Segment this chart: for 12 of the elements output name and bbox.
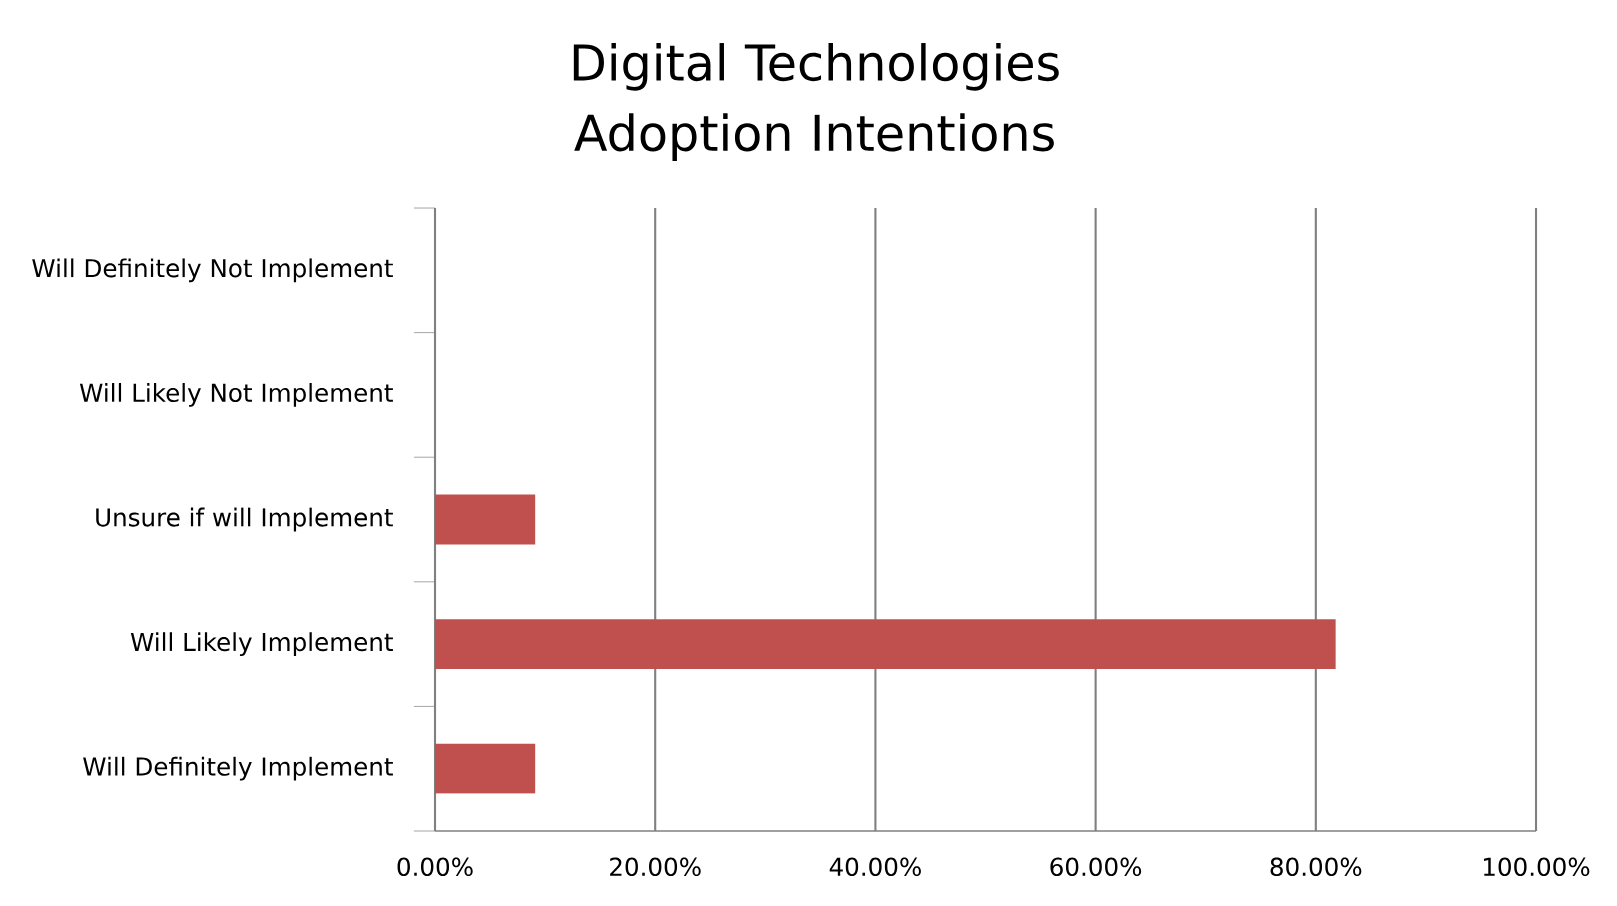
y-tick-label: Will Likely Not Implement xyxy=(79,383,393,407)
y-tick-label: Will Definitely Implement xyxy=(83,756,393,781)
x-tick-label: 60.00% xyxy=(1050,857,1142,877)
x-tick-label: 80.00% xyxy=(1270,857,1362,877)
y-tick-label: Unsure if will Implement xyxy=(96,507,393,532)
x-tick-label: 100.00% xyxy=(1483,857,1590,877)
y-tick-label: Will Definitely Not Implement xyxy=(32,258,393,283)
x-tick-label: 0.00% xyxy=(397,857,473,877)
y-tick-label: Will Likely Implement xyxy=(130,632,393,657)
x-tick-label: 20.00% xyxy=(610,857,701,877)
chart-title: Digital Technologies Adoption Intentions xyxy=(573,43,1059,161)
x-tick-label: 40.00% xyxy=(829,857,921,877)
